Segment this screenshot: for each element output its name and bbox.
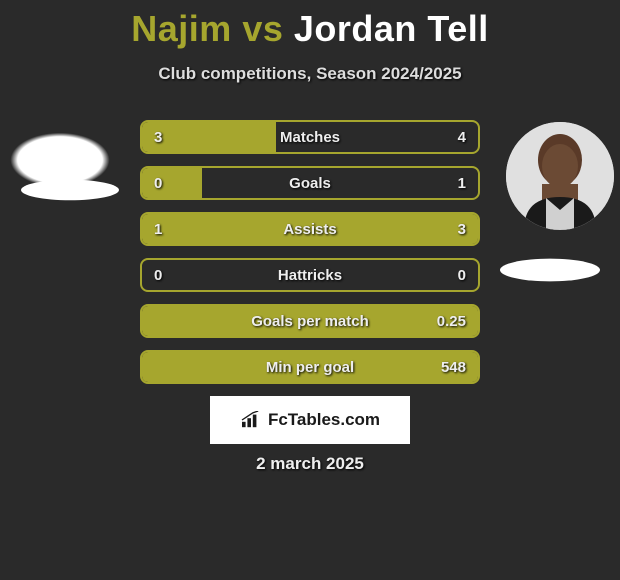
stat-label: Matches — [142, 129, 478, 146]
date-label: 2 march 2025 — [0, 454, 620, 474]
stat-label: Min per goal — [142, 359, 478, 376]
chart-icon — [240, 411, 262, 429]
player2-name: Jordan Tell — [294, 8, 489, 49]
stat-value-right: 4 — [458, 129, 466, 146]
stat-row: 1Assists3 — [140, 212, 480, 246]
stat-label: Goals — [142, 175, 478, 192]
stat-value-right: 548 — [441, 359, 466, 376]
stat-label: Goals per match — [142, 313, 478, 330]
attribution[interactable]: FcTables.com — [210, 396, 410, 444]
stat-label: Hattricks — [142, 267, 478, 284]
stat-row: 0Goals1 — [140, 166, 480, 200]
stat-value-right: 1 — [458, 175, 466, 192]
stat-row: Min per goal548 — [140, 350, 480, 384]
comparison-title: Najim vs Jordan Tell — [0, 0, 620, 50]
player1-name: Najim — [131, 8, 232, 49]
vs-label: vs — [242, 8, 283, 49]
subtitle: Club competitions, Season 2024/2025 — [0, 64, 620, 84]
stats-container: 3Matches40Goals11Assists30Hattricks0Goal… — [140, 120, 480, 396]
player2-name-pill — [500, 259, 600, 282]
attribution-text: FcTables.com — [268, 410, 380, 430]
stat-row: Goals per match0.25 — [140, 304, 480, 338]
stat-value-right: 0.25 — [437, 313, 466, 330]
stat-value-right: 3 — [458, 221, 466, 238]
player2-avatar — [506, 122, 614, 230]
stat-row: 3Matches4 — [140, 120, 480, 154]
player1-name-pill — [21, 180, 119, 201]
stat-row: 0Hattricks0 — [140, 258, 480, 292]
stat-label: Assists — [142, 221, 478, 238]
stat-value-right: 0 — [458, 267, 466, 284]
